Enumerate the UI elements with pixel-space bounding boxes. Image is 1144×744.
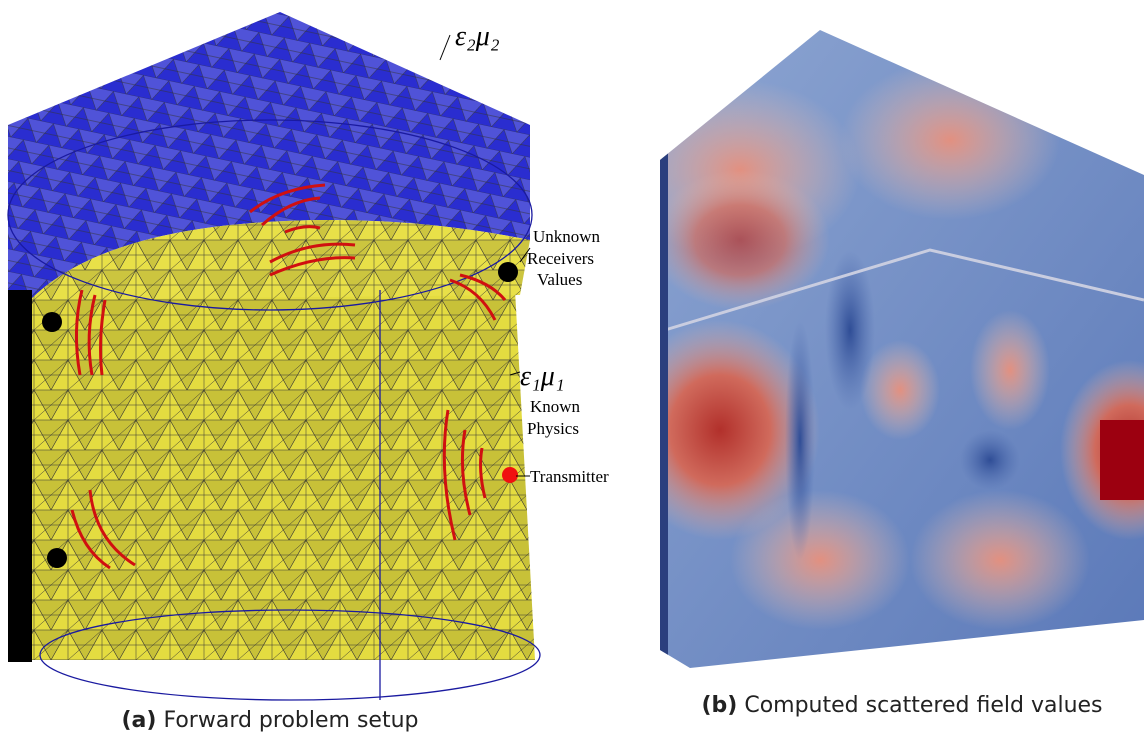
label-receivers: Receivers	[527, 249, 594, 268]
caption-label: (b)	[701, 693, 737, 718]
label-physics: Physics	[527, 419, 579, 438]
panel-b: (b) Computed scattered field values	[620, 20, 1144, 718]
caption-text: Computed scattered field values	[744, 693, 1102, 718]
receiver	[42, 312, 62, 332]
panel-a: ε₂μ₂ Unknown Receivers Values ε₁μ₁ Known…	[8, 12, 609, 733]
label-known: Known	[530, 397, 581, 416]
label-top-medium: ε₂μ₂	[455, 21, 500, 52]
label-unknown: Unknown	[533, 227, 601, 246]
yellow-mesh	[30, 290, 535, 660]
caption-a: (a) Forward problem setup	[122, 708, 419, 733]
receiver	[47, 548, 67, 568]
label-bottom-medium: ε₁μ₁	[520, 361, 565, 392]
receiver	[498, 262, 518, 282]
black-edge	[8, 290, 32, 662]
figure: ε₂μ₂ Unknown Receivers Values ε₁μ₁ Known…	[0, 0, 1144, 744]
label-values: Values	[537, 270, 582, 289]
caption-text: Forward problem setup	[163, 708, 418, 733]
caption-label: (a)	[122, 708, 157, 733]
label-transmitter: Transmitter	[530, 467, 609, 486]
transmitter-dot	[502, 467, 518, 483]
caption-b: (b) Computed scattered field values	[701, 693, 1102, 718]
